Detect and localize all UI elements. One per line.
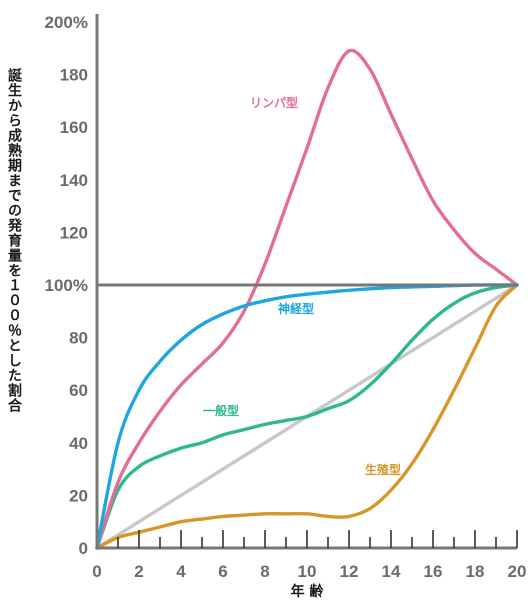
x-tick-label: 16: [424, 562, 443, 581]
x-tick-label: 2: [134, 562, 143, 581]
y-tick-label: 40: [69, 434, 88, 453]
y-tick-label: 120: [60, 223, 88, 242]
x-tick-label: 10: [298, 562, 317, 581]
labels-layer: 誕生から成熟期までの発育量を１００％とした割合 年 齢 リンパ型神経型一般型生殖…: [6, 67, 401, 600]
ticks-layer: 0 2 4 6 8 10 12 14 16 18 20 0 20 40 60 80 100% 120 140 160 1…: [45, 13, 527, 581]
series-label-neural: 神経型: [278, 301, 314, 316]
series-line-lymphoid: [95, 48, 519, 550]
y-tick-label: 60: [69, 381, 88, 400]
y-tick-label: 200%: [45, 13, 88, 32]
x-tick-label: 20: [508, 562, 527, 581]
x-axis-title: 年 齢: [291, 583, 325, 600]
y-tick-label: 140: [60, 171, 88, 190]
x-tick-label: 4: [176, 562, 186, 581]
x-tick-label: 12: [340, 562, 359, 581]
series-label-reproductive: 生殖型: [365, 462, 401, 477]
y-tick-label: 160: [60, 118, 88, 137]
series-layer: [95, 48, 519, 550]
axes-layer: [95, 14, 517, 550]
x-tick-label: 0: [92, 562, 101, 581]
series-label-general: 一般型: [203, 403, 239, 418]
y-tick-label: 100%: [45, 276, 88, 295]
series-label-lymphoid: リンパ型: [250, 95, 298, 110]
y-tick-label: 180: [60, 66, 88, 85]
x-tick-label: 14: [382, 562, 401, 581]
series-line-neural: [95, 283, 519, 550]
x-tick-label: 18: [466, 562, 485, 581]
y-axis-title: 誕生から成熟期までの発育量を１００％とした割合: [6, 67, 23, 413]
y-tick-label: 20: [69, 486, 88, 505]
series-line-general: [95, 283, 519, 550]
y-tick-label: 0: [79, 539, 88, 558]
series-line-reproductive: [95, 283, 519, 550]
x-tick-label: 6: [218, 562, 227, 581]
x-tick-label: 8: [260, 562, 269, 581]
y-tick-label: 80: [69, 329, 88, 348]
